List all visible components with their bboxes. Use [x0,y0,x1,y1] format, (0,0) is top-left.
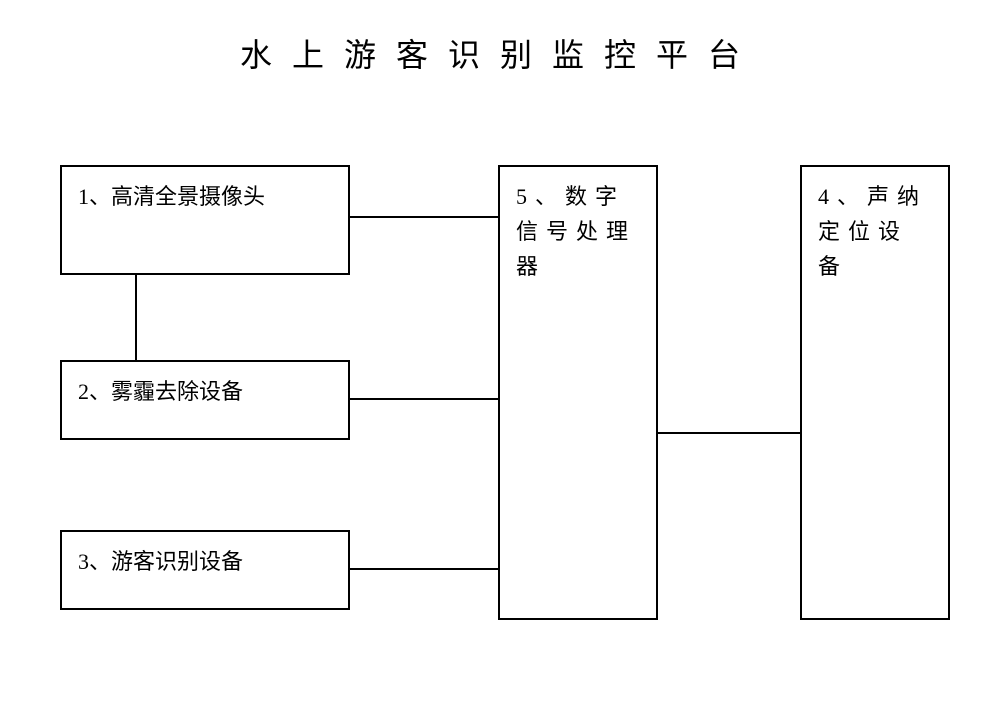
edge-box3-box5 [350,568,498,570]
edge-box5-box4 [658,432,800,434]
node-haze-removal: 2、雾霾去除设备 [60,360,350,440]
node-dsp: 5、数字信号处理器 [498,165,658,620]
node-sonar: 4、声纳定位设备 [800,165,950,620]
node-visitor-recognition: 3、游客识别设备 [60,530,350,610]
edge-box1-box5 [350,216,498,218]
node-camera: 1、高清全景摄像头 [60,165,350,275]
edge-box2-box5 [350,398,498,400]
diagram-title: 水上游客识别监控平台 [0,30,1000,76]
edge-box1-box2 [135,275,137,360]
